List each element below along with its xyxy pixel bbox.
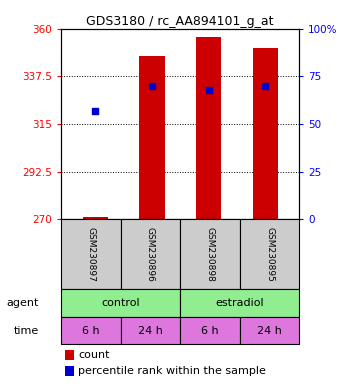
- Text: 6 h: 6 h: [82, 326, 100, 336]
- Point: [206, 87, 211, 93]
- Text: GSM230895: GSM230895: [265, 227, 274, 282]
- Bar: [240, 219, 299, 290]
- Bar: [121, 317, 180, 344]
- Text: 6 h: 6 h: [201, 326, 219, 336]
- Text: GSM230896: GSM230896: [146, 227, 155, 282]
- Bar: [240, 317, 299, 344]
- Text: GSM230897: GSM230897: [86, 227, 96, 282]
- Bar: [65, 350, 74, 361]
- Point: [262, 83, 268, 89]
- Text: agent: agent: [6, 298, 38, 308]
- Bar: [61, 290, 180, 317]
- Bar: [196, 37, 221, 219]
- Bar: [180, 219, 240, 290]
- Title: GDS3180 / rc_AA894101_g_at: GDS3180 / rc_AA894101_g_at: [86, 15, 274, 28]
- Point: [92, 108, 98, 114]
- Text: estradiol: estradiol: [216, 298, 264, 308]
- Bar: [65, 366, 74, 376]
- Text: GSM230898: GSM230898: [205, 227, 215, 282]
- Text: 24 h: 24 h: [257, 326, 282, 336]
- Bar: [180, 317, 240, 344]
- Text: control: control: [102, 298, 140, 308]
- Bar: [83, 217, 108, 219]
- Point: [149, 83, 155, 89]
- Bar: [139, 56, 164, 219]
- Bar: [121, 219, 180, 290]
- Text: percentile rank within the sample: percentile rank within the sample: [78, 366, 266, 376]
- Bar: [252, 48, 278, 219]
- Text: 24 h: 24 h: [138, 326, 163, 336]
- Bar: [61, 317, 121, 344]
- Text: time: time: [13, 326, 38, 336]
- Bar: [61, 219, 121, 290]
- Text: count: count: [78, 350, 110, 361]
- Bar: [180, 290, 299, 317]
